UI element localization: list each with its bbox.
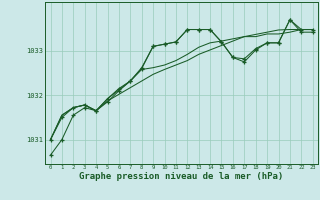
X-axis label: Graphe pression niveau de la mer (hPa): Graphe pression niveau de la mer (hPa) bbox=[79, 172, 284, 181]
